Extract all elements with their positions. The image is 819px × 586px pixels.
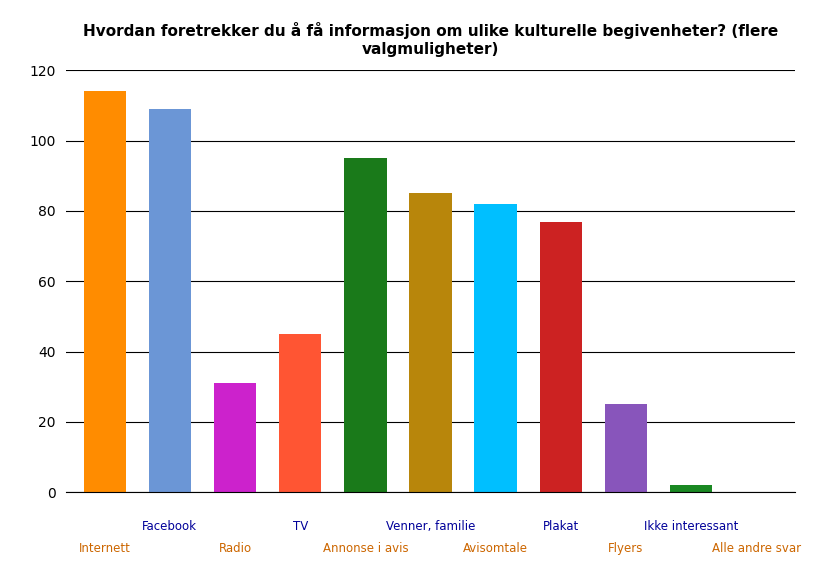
Bar bbox=[214, 383, 256, 492]
Text: Alle andre svar: Alle andre svar bbox=[711, 542, 800, 556]
Title: Hvordan foretrekker du å få informasjon om ulike kulturelle begivenheter? (flere: Hvordan foretrekker du å få informasjon … bbox=[83, 22, 777, 57]
Bar bbox=[604, 404, 646, 492]
Text: Venner, familie: Venner, familie bbox=[386, 520, 474, 533]
Bar bbox=[409, 193, 451, 492]
Text: Flyers: Flyers bbox=[608, 542, 643, 556]
Text: Plakat: Plakat bbox=[542, 520, 578, 533]
Text: Avisomtale: Avisomtale bbox=[463, 542, 527, 556]
Text: Radio: Radio bbox=[218, 542, 251, 556]
Text: Facebook: Facebook bbox=[143, 520, 197, 533]
Bar bbox=[669, 485, 712, 492]
Text: Ikke interessant: Ikke interessant bbox=[643, 520, 737, 533]
Bar bbox=[474, 204, 516, 492]
Bar bbox=[344, 158, 386, 492]
Text: Annonse i avis: Annonse i avis bbox=[322, 542, 408, 556]
Bar bbox=[84, 91, 126, 492]
Bar bbox=[148, 109, 191, 492]
Text: TV: TV bbox=[292, 520, 307, 533]
Bar bbox=[539, 222, 581, 492]
Bar bbox=[278, 334, 321, 492]
Text: Internett: Internett bbox=[79, 542, 130, 556]
